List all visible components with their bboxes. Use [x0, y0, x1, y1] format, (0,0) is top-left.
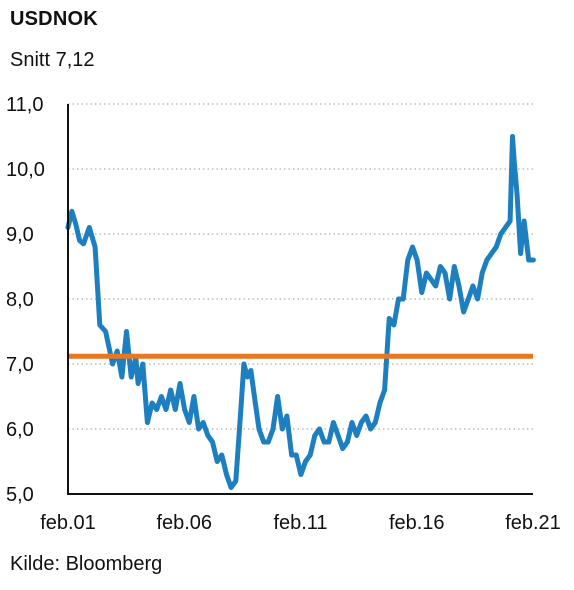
y-axis-ticks: 5,0 6,0 7,0 8,0 9,0 10,0 11,0 [6, 94, 45, 506]
x-tick-label: feb.06 [156, 512, 212, 534]
chart-subtitle: Snitt 7,12 [10, 49, 95, 71]
series-line-usdnok [65, 134, 536, 490]
y-tick-label: 11,0 [6, 94, 43, 116]
y-tick-label: 6,0 [6, 419, 34, 441]
x-axis-ticks: feb.01 feb.06 feb.11 feb.16 feb.21 [40, 512, 561, 534]
y-tick-label: 9,0 [6, 224, 34, 246]
chart-source: Kilde: Bloomberg [10, 553, 163, 575]
gridlines [68, 103, 533, 430]
axes [67, 104, 533, 495]
series-layer [65, 134, 536, 490]
chart-title: USDNOK [10, 8, 98, 30]
x-tick-label: feb.21 [505, 512, 561, 534]
y-tick-label: 7,0 [6, 354, 34, 376]
x-tick-label: feb.11 [273, 512, 327, 534]
x-tick-label: feb.16 [389, 512, 445, 534]
y-tick-label: 8,0 [6, 289, 34, 311]
x-tick-label: feb.01 [40, 512, 96, 534]
y-tick-label: 10,0 [6, 159, 45, 181]
y-tick-label: 5,0 [6, 484, 34, 506]
